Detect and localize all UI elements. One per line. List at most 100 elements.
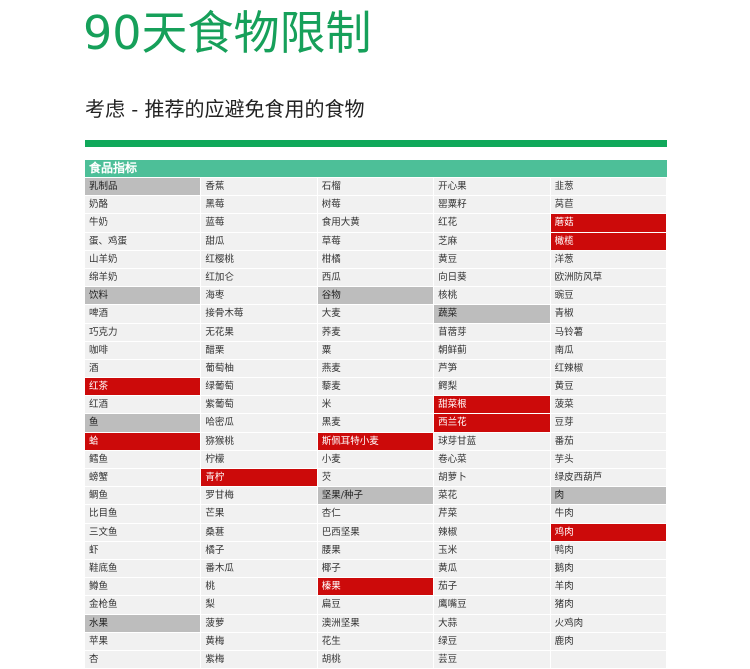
food-cell: 猕猴桃: [201, 432, 318, 451]
food-cell: 杏: [85, 650, 202, 669]
food-cell: 开心果: [434, 178, 551, 197]
food-cell: 巧克力: [85, 323, 202, 342]
food-cell: 鳕鱼: [85, 450, 202, 469]
food-cell: 桃: [201, 578, 318, 597]
food-cell: 腰果: [317, 541, 435, 560]
highlighted-food-cell: 鸡肉: [550, 523, 667, 542]
food-cell: 奶酪: [85, 196, 202, 215]
food-cell: 火鸡肉: [550, 614, 667, 633]
food-cell: 辣椒: [434, 523, 551, 542]
food-cell: 黑莓: [201, 196, 318, 215]
food-cell: 澳洲坚果: [317, 614, 435, 633]
title-divider: [85, 140, 667, 147]
food-cell: 黄豆: [434, 250, 551, 269]
highlighted-food-cell: 甜菜根: [434, 396, 551, 415]
food-cell: 草莓: [317, 232, 435, 251]
food-cell: 红花: [434, 214, 551, 233]
food-cell: 番木瓜: [201, 559, 318, 579]
food-cell: 芦笋: [434, 359, 551, 379]
food-cell: 玉米: [434, 541, 551, 560]
food-cell: 橘子: [201, 541, 318, 560]
food-cell: 梨: [201, 596, 318, 615]
food-cell: 比目鱼: [85, 505, 202, 524]
food-cell: 牛奶: [85, 214, 202, 233]
food-cell: 螃蟹: [85, 469, 202, 488]
food-cell: 柠檬: [201, 450, 318, 469]
food-cell: 韭葱: [550, 178, 667, 197]
food-cell: 绵羊奶: [85, 268, 202, 288]
food-cell: 芒果: [201, 505, 318, 524]
food-cell: 甜瓜: [201, 232, 318, 251]
food-cell: 红加仑: [201, 268, 318, 288]
food-cell: 球芽甘蓝: [434, 432, 551, 451]
food-cell: 绿皮西葫芦: [550, 469, 667, 488]
category-cell: 乳制品: [85, 178, 202, 197]
page-subtitle: 考虑 - 推荐的应避免食用的食物: [85, 97, 365, 121]
food-cell: 树莓: [317, 196, 435, 215]
food-cell: 苜蓿芽: [434, 323, 551, 342]
food-cell: 豆芽: [550, 414, 667, 433]
food-cell: 菠菜: [550, 396, 667, 415]
food-cell: 黄梅: [201, 632, 318, 651]
food-cell: 绿葡萄: [201, 378, 318, 397]
food-cell: 小麦: [317, 450, 435, 469]
food-cell: 芡: [317, 469, 435, 488]
food-cell: 豌豆: [550, 287, 667, 306]
food-cell: 卷心菜: [434, 450, 551, 469]
food-cell: 蛋、鸡蛋: [85, 232, 202, 251]
food-cell: 西瓜: [317, 268, 435, 288]
food-cell: 黄豆: [550, 378, 667, 397]
food-table: 乳制品 香蕉 石榴 开心果 韭葱 奶酪 黑莓 树莓 罂粟籽 莴苣 牛奶 蓝莓 食用大黄 红花 蘑菇 蛋、鸡蛋甜…: [85, 178, 667, 669]
food-cell: 鸭肉: [550, 541, 667, 560]
food-cell: 椰子: [317, 559, 435, 579]
food-cell: 芸豆: [434, 650, 551, 669]
food-cell: 牛肉: [550, 505, 667, 524]
food-cell: 荞麦: [317, 323, 435, 342]
food-cell: 羊肉: [550, 578, 667, 597]
food-cell: 啤酒: [85, 305, 202, 324]
food-cell: 石榴: [317, 178, 435, 197]
food-cell: 胡桃: [317, 650, 435, 669]
food-cell: 粟: [317, 341, 435, 360]
food-cell: 马铃薯: [550, 323, 667, 342]
food-cell: 苹果: [85, 632, 202, 651]
food-cell: 杏仁: [317, 505, 435, 524]
highlighted-food-cell: 蛤: [85, 432, 202, 451]
food-cell: 三文鱼: [85, 523, 202, 542]
highlighted-food-cell: 红茶: [85, 378, 202, 397]
food-cell: 鹅肉: [550, 559, 667, 579]
food-cell: 醋栗: [201, 341, 318, 360]
food-cell: 向日葵: [434, 268, 551, 288]
food-cell: 蓝莓: [201, 214, 318, 233]
food-cell: 茄子: [434, 578, 551, 597]
food-cell: 紫梅: [201, 650, 318, 669]
food-cell: 黑麦: [317, 414, 435, 433]
food-cell: 鲷鱼: [85, 487, 202, 506]
food-cell: 南瓜: [550, 341, 667, 360]
category-cell: 坚果/种子: [317, 487, 435, 506]
food-cell: 朝鲜蓟: [434, 341, 551, 360]
food-cell: 红辣椒: [550, 359, 667, 379]
food-cell: 葡萄柚: [201, 359, 318, 379]
food-cell: 花生: [317, 632, 435, 651]
food-cell: 罂粟籽: [434, 196, 551, 215]
highlighted-food-cell: 榛果: [317, 578, 435, 597]
food-cell: 鞋底鱼: [85, 559, 202, 579]
food-cell: 核桃: [434, 287, 551, 306]
food-cell: 番茄: [550, 432, 667, 451]
category-cell: 蔬菜: [434, 305, 551, 324]
food-cell: 紫葡萄: [201, 396, 318, 415]
food-cell: [550, 650, 667, 669]
food-cell: 黄瓜: [434, 559, 551, 579]
highlighted-food-cell: 蘑菇: [550, 214, 667, 233]
food-cell: 大蒜: [434, 614, 551, 633]
highlighted-food-cell: 斯佩耳特小麦: [317, 432, 435, 451]
food-cell: 咖啡: [85, 341, 202, 360]
category-cell: 鱼: [85, 414, 202, 433]
category-cell: 谷物: [317, 287, 435, 306]
category-cell: 水果: [85, 614, 202, 633]
food-cell: 红樱桃: [201, 250, 318, 269]
food-cell: 鹰嘴豆: [434, 596, 551, 615]
food-cell: 鳟鱼: [85, 578, 202, 597]
food-cell: 金枪鱼: [85, 596, 202, 615]
